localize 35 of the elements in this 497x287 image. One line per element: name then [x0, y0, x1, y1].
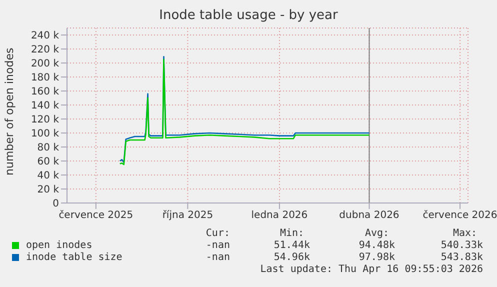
y-tick-label: 240 k [30, 30, 60, 42]
x-tick-label: října 2025 [162, 210, 214, 222]
text: Min: [279, 228, 306, 239]
y-axis-title: number of open inodes [2, 48, 16, 176]
text: Cur: [204, 228, 230, 239]
y-tick-label: 60 k [37, 156, 60, 168]
text: 94.48k [358, 240, 395, 251]
y-tick-label: 80 k [37, 142, 60, 154]
text: 543.83k [440, 252, 483, 263]
legend-label: inode table size [26, 252, 122, 263]
y-tick-label: 120 k [30, 114, 60, 126]
x-tick-label: ledna 2026 [251, 210, 308, 222]
y-tick-label: 20 k [37, 184, 60, 196]
y-tick-label: 100 k [30, 128, 60, 140]
x-tick-label: července 2026 [422, 210, 497, 222]
text: Max: [452, 228, 478, 239]
text: Avg: [364, 228, 390, 239]
text: 54.96k [272, 252, 310, 263]
y-tick-label: 140 k [30, 100, 60, 112]
y-tick-label: 160 k [30, 86, 60, 98]
y-tick-label: 40 k [37, 170, 60, 182]
y-tick-label: 0 [52, 198, 59, 210]
y-tick-label: 220 k [30, 44, 60, 56]
text: 97.98k [358, 252, 395, 263]
y-tick-label: 200 k [30, 58, 60, 70]
text: 540.33k [440, 240, 483, 251]
chart-title: Inode table usage - by year [158, 8, 339, 23]
text: -nan [204, 252, 230, 263]
text: Last update: Thu Apr 16 09:55:03 2026 [260, 264, 483, 275]
text: 51.44k [272, 240, 310, 251]
legend-label: open inodes [26, 240, 92, 251]
x-tick-label: července 2025 [58, 210, 134, 222]
text: -nan [204, 240, 230, 251]
y-tick-label: 180 k [30, 72, 60, 84]
x-tick-label: dubna 2026 [339, 210, 400, 222]
